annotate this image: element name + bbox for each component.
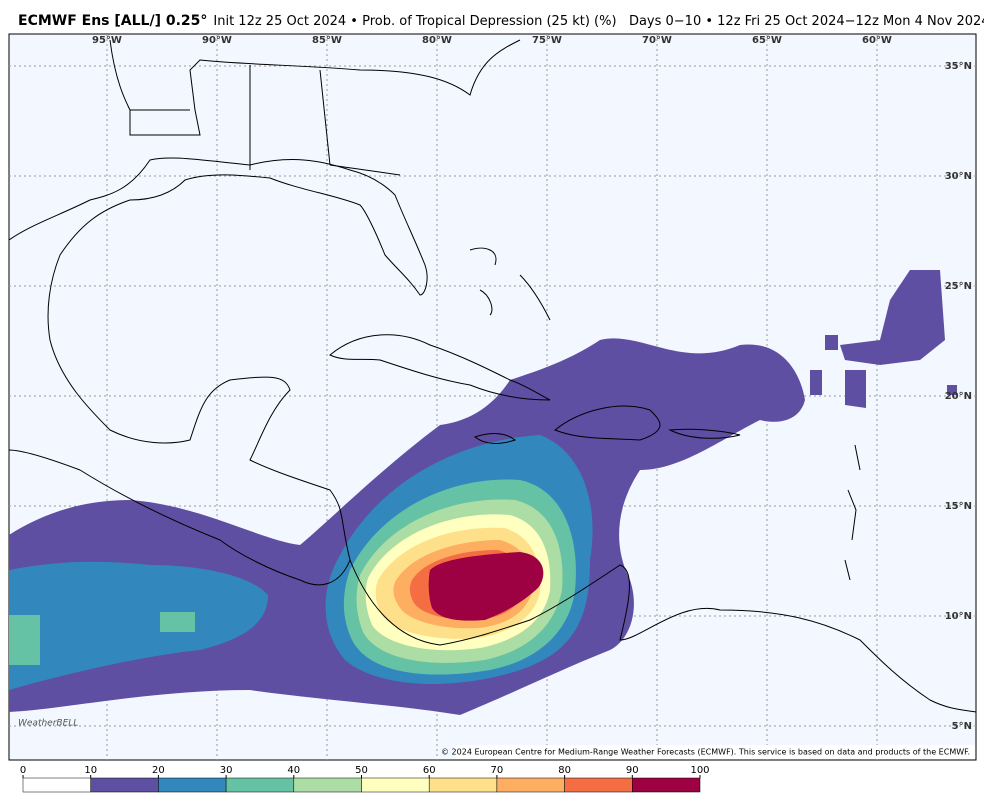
lon-label: 95°W bbox=[92, 35, 122, 46]
colorbar-segment bbox=[496, 777, 565, 793]
lat-labels: 35°N 30°N 25°N 20°N 15°N 10°N 5°N bbox=[945, 61, 972, 732]
colorbar-tick-label: 50 bbox=[355, 765, 368, 776]
colorbar-segment bbox=[293, 777, 362, 793]
lat-label: 5°N bbox=[952, 721, 972, 732]
colorbar-tick-label: 40 bbox=[287, 765, 300, 776]
colorbar-segment bbox=[158, 777, 227, 793]
lat-label: 30°N bbox=[945, 171, 972, 182]
title-rest: Init 12z 25 Oct 2024 • Prob. of Tropical… bbox=[213, 14, 984, 29]
lon-labels: 95°W 90°W 85°W 80°W 75°W 70°W 65°W 60°W bbox=[92, 35, 892, 46]
lon-label: 80°W bbox=[422, 35, 452, 46]
colorbar-tick-label: 90 bbox=[626, 765, 639, 776]
colorbar-tick-label: 60 bbox=[423, 765, 436, 776]
colorbar-tick-label: 70 bbox=[491, 765, 504, 776]
lat-label: 10°N bbox=[945, 611, 972, 622]
colorbar-tick-label: 30 bbox=[220, 765, 233, 776]
colorbar-segment bbox=[428, 777, 498, 793]
colorbar-tick-label: 80 bbox=[558, 765, 571, 776]
colorbar-segment bbox=[225, 777, 295, 793]
colorbar-segment bbox=[22, 777, 91, 793]
colorbar-tick-label: 100 bbox=[690, 765, 709, 776]
colorbar-segment bbox=[632, 777, 701, 793]
copyright-bg bbox=[455, 745, 975, 759]
colorbar-tick-label: 20 bbox=[152, 765, 165, 776]
coastlines bbox=[9, 39, 976, 713]
lon-label: 70°W bbox=[642, 35, 672, 46]
colorbar: 0 10 20 30 40 50 60 70 80 90 100 bbox=[20, 765, 710, 793]
colorbar-tick-label: 10 bbox=[84, 765, 97, 776]
lat-label: 35°N bbox=[945, 61, 972, 72]
title: ECMWF Ens [ALL/] 0.25° Init 12z 25 Oct 20… bbox=[18, 13, 984, 29]
lon-label: 75°W bbox=[532, 35, 562, 46]
colorbar-tick-label: 0 bbox=[20, 765, 26, 776]
probability-field bbox=[9, 270, 957, 715]
copyright: © 2024 European Centre for Medium-Range … bbox=[441, 748, 970, 757]
lon-label: 90°W bbox=[202, 35, 232, 46]
lat-label: 20°N bbox=[945, 391, 972, 402]
colorbar-segment bbox=[361, 777, 430, 793]
colorbar-segment bbox=[564, 777, 633, 793]
logo: WeatherBELL bbox=[18, 719, 78, 729]
map-content bbox=[9, 34, 976, 760]
lat-label: 25°N bbox=[945, 281, 972, 292]
lon-label: 60°W bbox=[862, 35, 892, 46]
colorbar-segment bbox=[90, 777, 159, 793]
title-bold: ECMWF Ens [ALL/] 0.25° bbox=[18, 13, 207, 29]
lon-label: 85°W bbox=[312, 35, 342, 46]
lon-label: 65°W bbox=[752, 35, 782, 46]
lat-label: 15°N bbox=[945, 501, 972, 512]
